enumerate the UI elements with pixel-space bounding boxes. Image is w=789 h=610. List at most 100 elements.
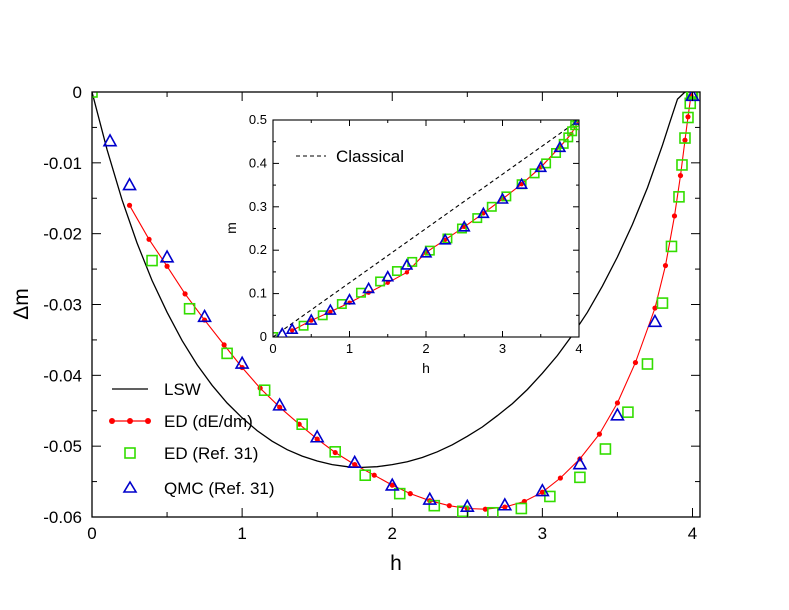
inset-series-ed-de-dm-point <box>385 280 390 285</box>
main-series-qmc-ref-31-point <box>459 498 475 512</box>
main-y-tick-label: -0.04 <box>43 366 82 385</box>
inset-series-ed-ref-31-point <box>298 320 309 331</box>
main-series-qmc-ref-31-point <box>102 133 118 147</box>
main-series-ed-ref-31-point <box>544 490 556 503</box>
main-y-tick-label: 0 <box>73 83 82 102</box>
legend-label-ed-ref31: ED (Ref. 31) <box>164 444 258 463</box>
main-series-lsw-line <box>92 92 693 469</box>
main-series-ed-de-dm-point <box>677 172 684 179</box>
inset-series-ed-ref-31-point <box>486 201 497 212</box>
main-series-ed-de-dm-point <box>407 491 413 497</box>
legend-label-qmc-ref31: QMC (Ref. 31) <box>164 479 275 498</box>
main-series-ed-de-dm-point <box>614 400 621 406</box>
inset-series-qmc-ref-31-point <box>343 293 356 305</box>
main-legend: LSW ED (dE/dm) ED (Ref. 31) QMC (Ref. 31… <box>109 380 275 498</box>
inset-series-qmc-ref-31-point <box>276 326 288 337</box>
main-series-qmc-ref-31-point <box>309 429 325 443</box>
main-series-qmc-ref-31-point <box>422 491 438 505</box>
main-y-tick-label: -0.05 <box>43 437 82 456</box>
main-series-ed-ref-31-point <box>359 469 372 482</box>
main-y-tick-label: -0.06 <box>43 508 82 527</box>
inset-series-qmc-ref-31-point <box>324 303 337 315</box>
main-series-ed-de-dm-point <box>146 236 152 242</box>
main-series-ed-ref-31-point <box>183 302 196 315</box>
inset-series-ed-de-dm-point <box>309 318 314 323</box>
main-series-ed-ref-31-point <box>622 406 634 418</box>
main-series-ed-ref-31-point <box>296 418 308 431</box>
inset-legend: Classical <box>296 147 404 166</box>
legend-swatch-ed-de-dm-dot <box>109 418 115 424</box>
main-plot-axes: 0 1 2 3 4 0 -0.01 -0.02 -0.03 -0.04 -0.05 -0.06 <box>43 83 700 543</box>
main-x-tick-label: 2 <box>388 524 397 543</box>
main-series-ed-de-dm-point <box>502 504 508 510</box>
legend-swatch-ed-de-dm-dot <box>127 418 133 424</box>
inset-x-axis-label: h <box>422 360 430 376</box>
inset-y-tick-label: 0.3 <box>249 199 267 214</box>
inset-y-tick-label: 0.4 <box>249 155 267 170</box>
main-series-ed-de-dm-point <box>352 461 358 468</box>
main-series-ed-de-dm-point <box>446 503 452 509</box>
inset-series-qmc-ref-31-point <box>534 160 548 173</box>
inset-plot-axes: 0 1 2 3 4 0 0.1 0.2 0.3 0.4 0.5 <box>249 112 583 356</box>
main-series-ed-de-dm-point <box>164 263 170 269</box>
main-series-qmc-ref-31-point <box>347 454 363 469</box>
main-series-ed-ref-31-point <box>676 159 688 171</box>
main-series-ed-de-dm-point <box>682 137 688 143</box>
main-y-tick-label: -0.03 <box>43 296 82 315</box>
main-series-ed-ref-31-point <box>221 347 233 360</box>
main-plot-series <box>92 92 700 517</box>
inset-x-tick-label: 4 <box>575 341 582 356</box>
inset-series-qmc-ref-31-point <box>362 281 375 294</box>
main-series-ed-ref-31-point <box>665 240 678 253</box>
legend-swatch-ed-de-dm-dot <box>145 418 151 424</box>
main-series-ed-de-dm-point <box>685 114 691 120</box>
inset-x-tick-label: 1 <box>346 341 353 356</box>
main-series-ed-de-dm-point <box>332 449 338 456</box>
inset-y-tick-label: 0.2 <box>249 242 267 257</box>
main-series-ed-ref-31-point <box>641 358 654 370</box>
main-series-ed-ref-31-point <box>684 97 697 110</box>
main-series-ed-ref-31-point <box>146 254 158 267</box>
inset-series-ed-ref-31-point <box>529 168 540 179</box>
main-series-ed-ref-31-point <box>329 446 342 458</box>
main-x-tick-label: 1 <box>237 524 246 543</box>
inset-series-qmc-ref-31-point <box>477 206 490 219</box>
main-series-ed-de-dm-point <box>539 489 545 495</box>
inset-series-qmc-ref-31-point <box>304 313 318 325</box>
main-series-ed-ref-31-point <box>682 111 694 124</box>
inset-series-qmc-ref-31-point <box>285 322 299 334</box>
main-series-ed-de-dm-point <box>314 436 320 442</box>
inset-x-tick-label: 0 <box>269 341 276 356</box>
main-series-ed-ref-31-point <box>393 487 406 500</box>
main-series-ed-de-dm-point <box>126 202 133 208</box>
main-series-ed-ref-31-point <box>599 443 612 455</box>
main-series-ed-ref-31-point <box>515 502 528 515</box>
main-series-qmc-ref-31-point <box>610 407 625 421</box>
main-x-tick-label: 3 <box>538 524 547 543</box>
main-y-axis-label: Δm <box>10 288 33 320</box>
main-series-qmc-ref-31-point <box>272 397 288 411</box>
inset-series-ed-de-dm-point <box>481 211 486 216</box>
inset-series-qmc-ref-31-point <box>515 177 528 190</box>
inset-series-ed-de-dm-point <box>462 224 467 229</box>
inset-series-qmc-ref-31-point <box>457 220 471 232</box>
main-series-ed-ref-31-point <box>487 506 499 517</box>
main-x-tick-label: 0 <box>87 524 96 543</box>
inset-series-qmc-ref-31-point <box>438 233 452 245</box>
legend-swatch-qmc-ref31 <box>122 480 138 493</box>
main-series-qmc-ref-31-point <box>535 483 550 497</box>
main-series-qmc-ref-31-point <box>197 308 212 323</box>
inset-series-ed-de-dm-point <box>328 309 333 315</box>
inset-series-ed-de-dm-point <box>289 328 295 333</box>
main-series-ed-ref-31-point <box>679 132 691 144</box>
main-series-ed-de-dm-point <box>671 213 678 219</box>
inset-y-tick-label: 0.5 <box>249 112 267 127</box>
main-series-ed-de-dm-point <box>389 482 395 488</box>
main-series-ed-ref-31-point <box>574 471 586 484</box>
inset-series-qmc-ref-31-point <box>496 192 509 204</box>
legend-swatch-ed-ref31 <box>124 447 136 459</box>
main-series-ed-de-dm-point <box>596 431 603 437</box>
inset-series-ed-ref-31-point <box>572 120 579 128</box>
inset-series-ed-ref-31-point <box>391 266 402 277</box>
